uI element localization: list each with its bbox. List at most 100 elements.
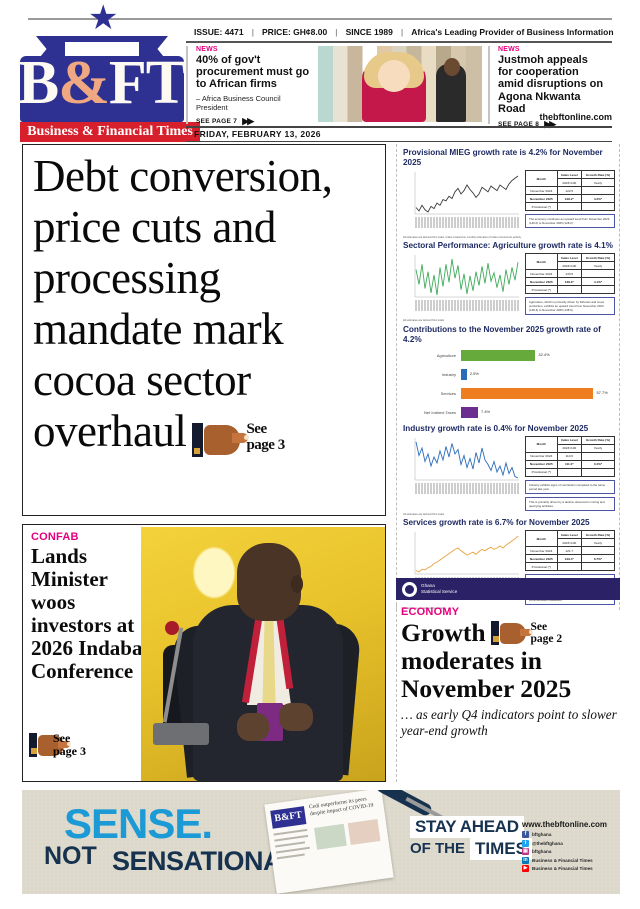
ad-paper-rule xyxy=(276,853,305,859)
website-url[interactable]: thebftonline.com xyxy=(539,112,613,122)
gss-line-1: Ghana xyxy=(421,583,435,588)
bar-label: Services xyxy=(440,391,456,397)
ad-paper-rule xyxy=(275,841,306,848)
ad-paper-headline: Cedi outperforms its peers despite impac… xyxy=(308,796,374,818)
teaser-strip: NEWS 40% of gov't procurement must go to… xyxy=(186,46,612,129)
ad-stay-ahead-text: STAY AHEAD xyxy=(410,816,524,838)
bar-track: 2.5% xyxy=(461,369,615,381)
ad-newspaper-image: B&FT Cedi outperforms its peers despite … xyxy=(264,790,394,894)
cell-growth: 4.2%* xyxy=(580,194,616,203)
teaser-see-label: SEE PAGE 8 xyxy=(498,121,540,129)
confab-see-page[interactable]: See page 3 xyxy=(53,732,86,758)
bottom-advertisement[interactable]: SENSE. NOT SENSATIONAL B&FT Cedi outperf… xyxy=(22,790,620,894)
confab-photo xyxy=(141,527,385,781)
cell-growth xyxy=(580,546,616,556)
industry-sparkline-svg xyxy=(414,437,519,494)
th-growth: Growth Rate (%) xyxy=(580,530,616,540)
chart-agriculture-table-wrap: Month Index Level Growth Rate (%) 2023=1… xyxy=(525,253,616,317)
teaser-photo-face xyxy=(378,60,410,92)
photo-microphone-base xyxy=(153,723,209,745)
cell-index: 133.5 xyxy=(556,269,582,279)
agriculture-sparkline-svg xyxy=(414,255,519,312)
gss-footer-text: Ghana Statistical Service xyxy=(421,583,457,595)
bar-track: 32.4% xyxy=(461,350,615,362)
confab-story-box[interactable]: CONFAB Lands Minister woos investors at … xyxy=(22,524,386,782)
price: PRICE: GH¢8.00 xyxy=(262,27,328,37)
lead-see-page[interactable]: See page 3 xyxy=(246,421,285,457)
ad-times-text: TIMES xyxy=(470,838,532,860)
statistics-column: Provisional MIEG growth rate is 4.2% for… xyxy=(396,144,620,610)
teaser-kicker: NEWS xyxy=(498,46,520,53)
teaser-news-left[interactable]: NEWS 40% of gov't procurement must go to… xyxy=(186,46,314,127)
chart-industry-table-wrap: Month Index Level Growth Rate (%) 2023=1… xyxy=(525,435,616,511)
cell-index xyxy=(556,467,582,477)
social-row-twitter[interactable]: t @thebftghana xyxy=(522,839,593,847)
th-growth-sub: Yearly xyxy=(580,538,616,548)
bar-row-agriculture: Agriculture 32.4% xyxy=(403,348,615,364)
cell-month: November 2025 xyxy=(525,194,558,203)
table-row: Provisional (*) xyxy=(525,202,616,211)
cell-index xyxy=(556,562,582,572)
table-row: Provisional (*) xyxy=(525,285,616,295)
ad-not-text: NOT xyxy=(44,842,97,870)
teaser-kicker: NEWS xyxy=(196,46,218,53)
cell-index: 129.4* xyxy=(556,554,582,564)
facebook-icon: f xyxy=(522,831,529,838)
chart-panel-agriculture: Sectoral Performance: Agriculture growth… xyxy=(403,241,616,322)
teaser-see-label: SEE PAGE 7 xyxy=(196,117,238,125)
cell-growth xyxy=(580,467,616,477)
bar-label: Net Indirect Taxes xyxy=(424,410,456,416)
cell-growth: 4.1%* xyxy=(580,277,616,287)
cell-growth xyxy=(580,186,616,195)
cell-month: Provisional (*) xyxy=(525,467,558,477)
lead-story-box[interactable]: Debt conversion, price cuts and processi… xyxy=(22,144,386,516)
double-arrow-icon: ▶▶ xyxy=(242,115,254,126)
economy-see-page[interactable]: See page 2 xyxy=(531,621,563,646)
ad-website-url[interactable]: www.thebftonline.com xyxy=(522,820,608,829)
chart-mieg-table: Month Index Level Growth Rate (%) 2023=1… xyxy=(525,170,616,211)
photo-hand-left xyxy=(237,713,269,741)
teaser-source: – Africa Business Council President xyxy=(196,93,281,112)
cell-month: Provisional (*) xyxy=(525,562,558,572)
lead-see-line-1: See xyxy=(246,421,267,437)
ad-paper-rule xyxy=(274,834,309,842)
chart-title: Provisional MIEG growth rate is 4.2% for… xyxy=(403,148,603,167)
economy-kicker: ECONOMY xyxy=(401,606,460,618)
economy-story-box[interactable]: ECONOMY Growth See page 2 moderates in N… xyxy=(396,604,620,782)
chart-industry-footnote: All estimates are derived from index. xyxy=(403,512,445,516)
gss-logo-icon xyxy=(402,581,417,597)
economy-subhead: … as early Q4 indicators point to slower… xyxy=(401,707,617,738)
teaser-see-page[interactable]: SEE PAGE 7 ▶▶ xyxy=(196,116,314,127)
chart-agriculture-table: Month Index Level Growth Rate (%) 2023=1… xyxy=(525,253,616,295)
lead-headline-last-line: overhaul See page 3 xyxy=(33,406,375,457)
ad-paper-photo-1 xyxy=(314,823,347,850)
social-label: bftghana xyxy=(532,849,552,854)
cell-growth: 0.4%* xyxy=(580,459,616,469)
teaser-news-right[interactable]: NEWS Justmoh appeals for cooperation ami… xyxy=(488,46,604,129)
social-row-instagram[interactable]: ▣ bftghana xyxy=(522,848,593,855)
th-index: Index Level xyxy=(556,435,582,445)
lead-see-line-2: page 3 xyxy=(246,437,285,453)
date-bar: thebftonline.com FRIDAY, FEBRUARY 13, 20… xyxy=(186,112,612,142)
top-rule xyxy=(28,18,612,20)
th-index: Index Level xyxy=(556,530,582,540)
masthead-logo[interactable]: B&FT Business & Financial Times xyxy=(14,24,200,142)
cell-index: 122.5 xyxy=(556,186,582,195)
teaser-see-page[interactable]: SEE PAGE 8 ▶▶ xyxy=(498,119,604,130)
cell-month: November 2025 xyxy=(525,554,558,564)
cell-growth xyxy=(580,202,616,211)
confab-see-line-1: See xyxy=(53,731,71,745)
bar-track: 57.7% xyxy=(461,388,615,400)
photo-head xyxy=(237,543,301,621)
social-row-youtube[interactable]: ▶ Business & Financial Times xyxy=(522,865,593,872)
social-row-linkedin[interactable]: in Business & Financial Times xyxy=(522,856,593,864)
bar-row-industry: Industry 2.5% xyxy=(403,367,615,383)
chart-title: Industry growth rate is 0.4% for Novembe… xyxy=(403,423,589,433)
economy-see-line-2: page 2 xyxy=(530,633,563,645)
confab-see-line-2: page 3 xyxy=(53,744,86,758)
social-row-facebook[interactable]: f bftghana xyxy=(522,831,593,838)
economy-headline-line-1: Growth xyxy=(401,618,486,647)
bar-value: 2.5% xyxy=(469,371,479,377)
chart-agriculture-note: Agriculture, which is primarily driven b… xyxy=(525,297,615,316)
ad-paper-masthead: B&FT xyxy=(270,806,307,829)
